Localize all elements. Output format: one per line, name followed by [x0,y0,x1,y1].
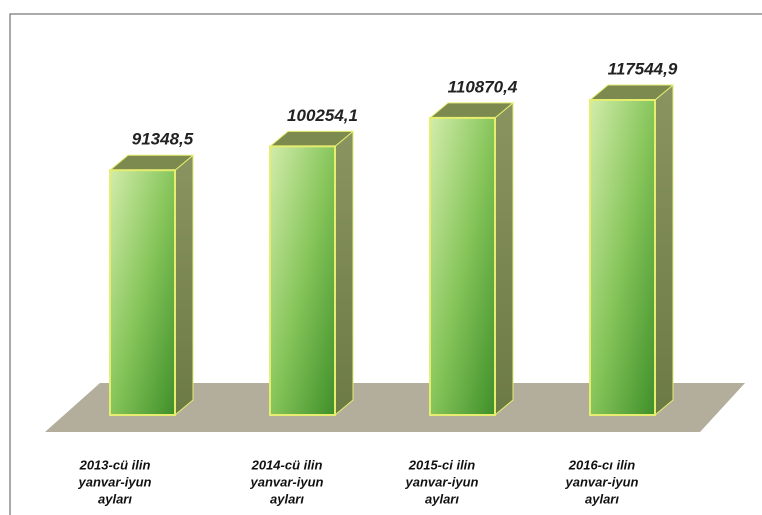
category-label: 2014-cü ilin [251,457,323,472]
category-label: 2016-cı ilin [568,457,636,472]
value-label: 91348,5 [132,130,194,149]
category-label: 2013-cü ilin [79,457,151,472]
category-label: yanvar-iyun [565,474,639,489]
category-label: ayları [585,491,619,506]
bar-front [269,145,336,416]
bar-side [334,130,354,417]
bar-front [589,99,656,416]
category-label: yanvar-iyun [250,474,324,489]
category-label: ayları [98,491,132,506]
value-label: 100254,1 [287,106,358,125]
category-label: ayları [270,491,304,506]
bar-front [429,116,496,416]
bar-front [109,169,176,416]
category-label: yanvar-iyun [405,474,479,489]
category-label: 2015-ci ilin [408,457,476,472]
value-label: 117544,9 [608,59,678,78]
category-label: yanvar-iyun [78,474,152,489]
bar [108,154,195,417]
floor [45,383,745,432]
bar-side [494,101,514,417]
frame [9,13,762,515]
value-label: 110870,4 [448,77,518,96]
bar-side [654,83,674,417]
bar [268,130,355,417]
bar [428,101,515,417]
bar-side [174,154,194,417]
bar [588,83,675,417]
category-label: ayları [425,491,459,506]
